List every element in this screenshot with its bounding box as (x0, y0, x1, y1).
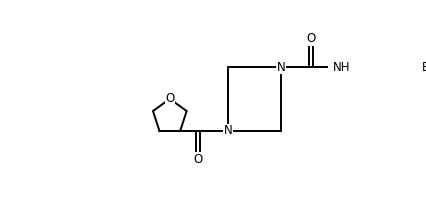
Text: Br: Br (422, 61, 426, 74)
Text: O: O (165, 92, 174, 105)
Text: NH: NH (333, 61, 350, 74)
Text: N: N (277, 61, 285, 74)
Text: N: N (224, 124, 232, 137)
Text: O: O (193, 153, 202, 166)
Text: O: O (307, 32, 316, 45)
